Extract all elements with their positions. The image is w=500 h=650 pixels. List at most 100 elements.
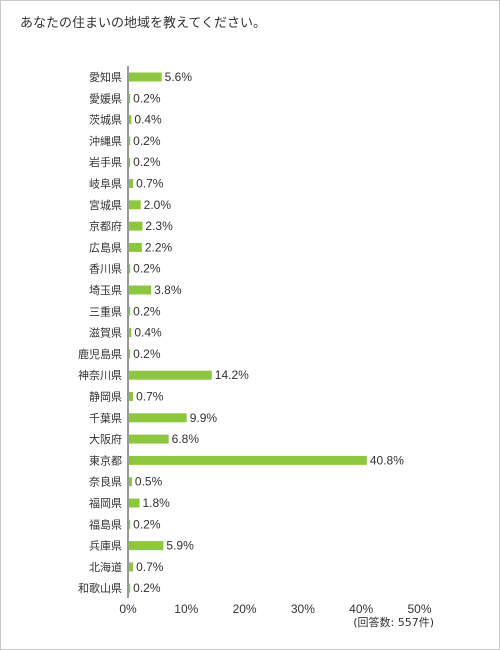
bar-row: 広島県 2.2% xyxy=(89,240,173,254)
category-label: 香川県 xyxy=(89,263,122,276)
value-label: 0.7% xyxy=(136,560,164,574)
value-label: 0.2% xyxy=(133,581,161,595)
value-label: 0.2% xyxy=(133,517,161,531)
question-title: あなたの住まいの地域を教えてください。 xyxy=(20,16,266,31)
category-label: 神奈川県 xyxy=(78,368,122,382)
bar xyxy=(129,562,134,572)
category-label: 広島県 xyxy=(89,240,122,254)
bar xyxy=(129,413,187,423)
value-label: 0.4% xyxy=(134,113,162,127)
bar xyxy=(129,179,134,188)
bar-row: 奈良県 0.5% xyxy=(89,475,163,489)
category-label: 東京都 xyxy=(89,453,122,467)
category-label: 北海道 xyxy=(89,560,122,574)
bar-row: 岐阜県 0.7% xyxy=(89,177,164,191)
category-label: 京都府 xyxy=(89,219,122,233)
category-label: 滋賀県 xyxy=(89,327,122,340)
bar-row: 三重県 0.2% xyxy=(89,304,161,318)
category-label: 大阪府 xyxy=(89,432,122,446)
bars-layer: 愛知県 5.6% 愛媛県 0.2% 茨城県 0.4% 沖縄県 0.2% 岩手県 0.2% 岐阜県 0.… xyxy=(78,70,404,595)
bar xyxy=(129,285,152,295)
x-tick-label: 30% xyxy=(291,602,315,616)
value-label: 0.2% xyxy=(133,347,161,361)
bar-row: 東京都 40.8% xyxy=(89,453,404,467)
value-label: 0.2% xyxy=(133,262,161,276)
category-label: 沖縄県 xyxy=(89,134,122,148)
value-label: 6.8% xyxy=(172,432,200,446)
bar-row: 滋賀県 0.4% xyxy=(89,326,162,340)
ticks-layer: 0% 10% 20% 30% 40% 50% xyxy=(119,602,432,616)
bar xyxy=(129,93,131,103)
category-label: 鹿児島県 xyxy=(78,347,122,361)
bar xyxy=(129,200,141,210)
bar xyxy=(129,370,212,380)
category-label: 宮城県 xyxy=(89,198,122,212)
bar-row: 神奈川県 14.2% xyxy=(78,368,249,382)
x-tick-label: 10% xyxy=(174,602,198,616)
bar xyxy=(129,328,132,338)
bar xyxy=(129,392,134,401)
bar-row: 埼玉県 3.8% xyxy=(89,283,182,297)
bar xyxy=(129,434,169,444)
bar-row: 静岡県 0.7% xyxy=(89,390,164,404)
bar xyxy=(129,157,131,167)
value-label: 0.7% xyxy=(136,390,164,404)
category-label: 千葉県 xyxy=(89,411,122,425)
category-label: 兵庫県 xyxy=(89,539,122,553)
value-label: 5.6% xyxy=(165,70,193,84)
response-count-note: (回答数: 557件) xyxy=(353,616,434,629)
value-label: 0.7% xyxy=(136,177,164,191)
category-label: 奈良県 xyxy=(89,475,122,489)
value-label: 0.2% xyxy=(133,134,161,148)
bar xyxy=(129,306,131,316)
bar xyxy=(129,72,162,82)
bar-row: 北海道 0.7% xyxy=(89,560,164,574)
category-label: 和歌山県 xyxy=(78,581,122,595)
bar xyxy=(129,115,132,125)
bar-row: 福岡県 1.8% xyxy=(89,496,170,510)
value-label: 1.8% xyxy=(142,496,170,510)
bar-row: 香川県 0.2% xyxy=(89,262,161,276)
category-label: 愛知県 xyxy=(89,70,122,84)
x-tick-label: 0% xyxy=(119,602,137,616)
category-label: 三重県 xyxy=(89,304,122,318)
bar-row: 福島県 0.2% xyxy=(89,517,161,531)
category-label: 茨城県 xyxy=(89,113,122,127)
category-label: 愛媛県 xyxy=(89,91,122,105)
bar-row: 宮城県 2.0% xyxy=(89,198,171,212)
value-label: 3.8% xyxy=(154,283,182,297)
x-tick-label: 20% xyxy=(233,602,257,616)
bar-row: 大阪府 6.8% xyxy=(89,432,199,446)
value-label: 2.0% xyxy=(144,198,172,212)
bar xyxy=(129,583,131,593)
bar-row: 和歌山県 0.2% xyxy=(78,581,161,595)
bar-row: 茨城県 0.4% xyxy=(89,113,162,127)
value-label: 9.9% xyxy=(190,411,218,425)
bar xyxy=(129,264,131,274)
bar xyxy=(129,498,140,508)
bar xyxy=(129,221,143,231)
category-label: 静岡県 xyxy=(89,390,122,404)
bar xyxy=(129,541,164,551)
bar xyxy=(129,477,132,487)
value-label: 0.2% xyxy=(133,304,161,318)
value-label: 2.3% xyxy=(145,219,173,233)
category-label: 岩手県 xyxy=(89,155,122,169)
bar-row: 岩手県 0.2% xyxy=(89,155,161,169)
value-label: 2.2% xyxy=(145,240,173,254)
bar xyxy=(129,242,142,252)
bar xyxy=(129,349,131,359)
bar-row: 鹿児島県 0.2% xyxy=(78,347,161,361)
x-tick-label: 40% xyxy=(349,602,373,616)
bar-row: 千葉県 9.9% xyxy=(89,411,217,425)
value-label: 0.2% xyxy=(133,91,161,105)
value-label: 0.2% xyxy=(133,155,161,169)
x-tick-label: 50% xyxy=(407,602,431,616)
category-label: 福島県 xyxy=(89,517,122,531)
category-label: 岐阜県 xyxy=(89,178,122,191)
value-label: 40.8% xyxy=(370,453,404,467)
category-label: 福岡県 xyxy=(89,496,122,510)
bar-row: 沖縄県 0.2% xyxy=(89,134,161,148)
